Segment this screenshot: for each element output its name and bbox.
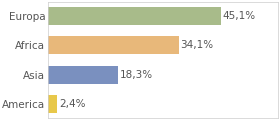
Bar	[48, 7, 221, 25]
Text: 45,1%: 45,1%	[223, 11, 256, 21]
Text: 18,3%: 18,3%	[120, 70, 153, 80]
Bar	[48, 66, 118, 84]
Bar	[48, 36, 179, 54]
Text: 34,1%: 34,1%	[181, 40, 214, 50]
Text: 2,4%: 2,4%	[59, 99, 86, 109]
Bar	[48, 95, 57, 113]
